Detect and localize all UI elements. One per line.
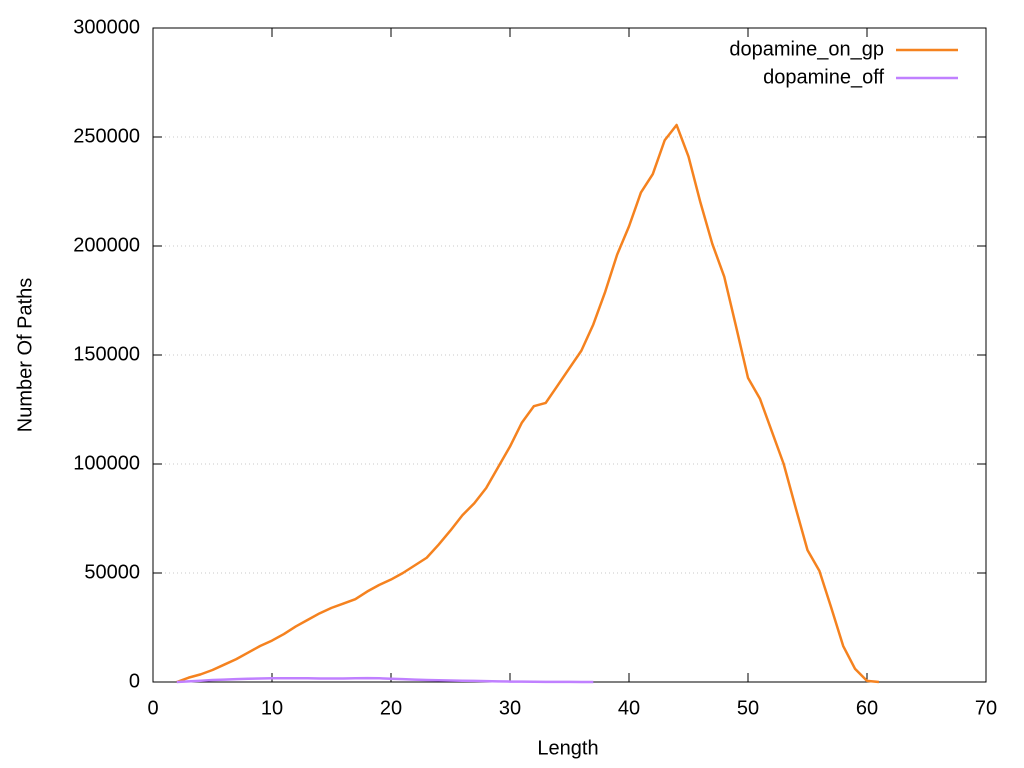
x-tick-label: 10 [261, 697, 283, 719]
y-tick-label: 50000 [84, 561, 140, 583]
y-tick-label: 100000 [73, 452, 140, 474]
y-tick-label: 150000 [73, 343, 140, 365]
x-axis-label: Length [537, 737, 598, 759]
x-tick-label: 20 [380, 697, 402, 719]
x-tick-label: 0 [147, 697, 158, 719]
y-tick-label: 300000 [73, 16, 140, 38]
y-axis-label: Number Of Paths [14, 278, 36, 433]
y-tick-label: 250000 [73, 125, 140, 147]
x-tick-label: 60 [856, 697, 878, 719]
data-line [176, 123, 880, 684]
x-tick-label: 40 [618, 697, 640, 719]
data-line [176, 676, 594, 684]
y-tick-label: 200000 [73, 234, 140, 256]
x-tick-label: 50 [737, 697, 759, 719]
legend-label: dopamine_off [763, 66, 884, 88]
x-tick-label: 70 [975, 697, 997, 719]
legend-label: dopamine_on_gp [729, 38, 884, 60]
y-tick-label: 0 [129, 670, 140, 692]
x-tick-label: 30 [499, 697, 521, 719]
